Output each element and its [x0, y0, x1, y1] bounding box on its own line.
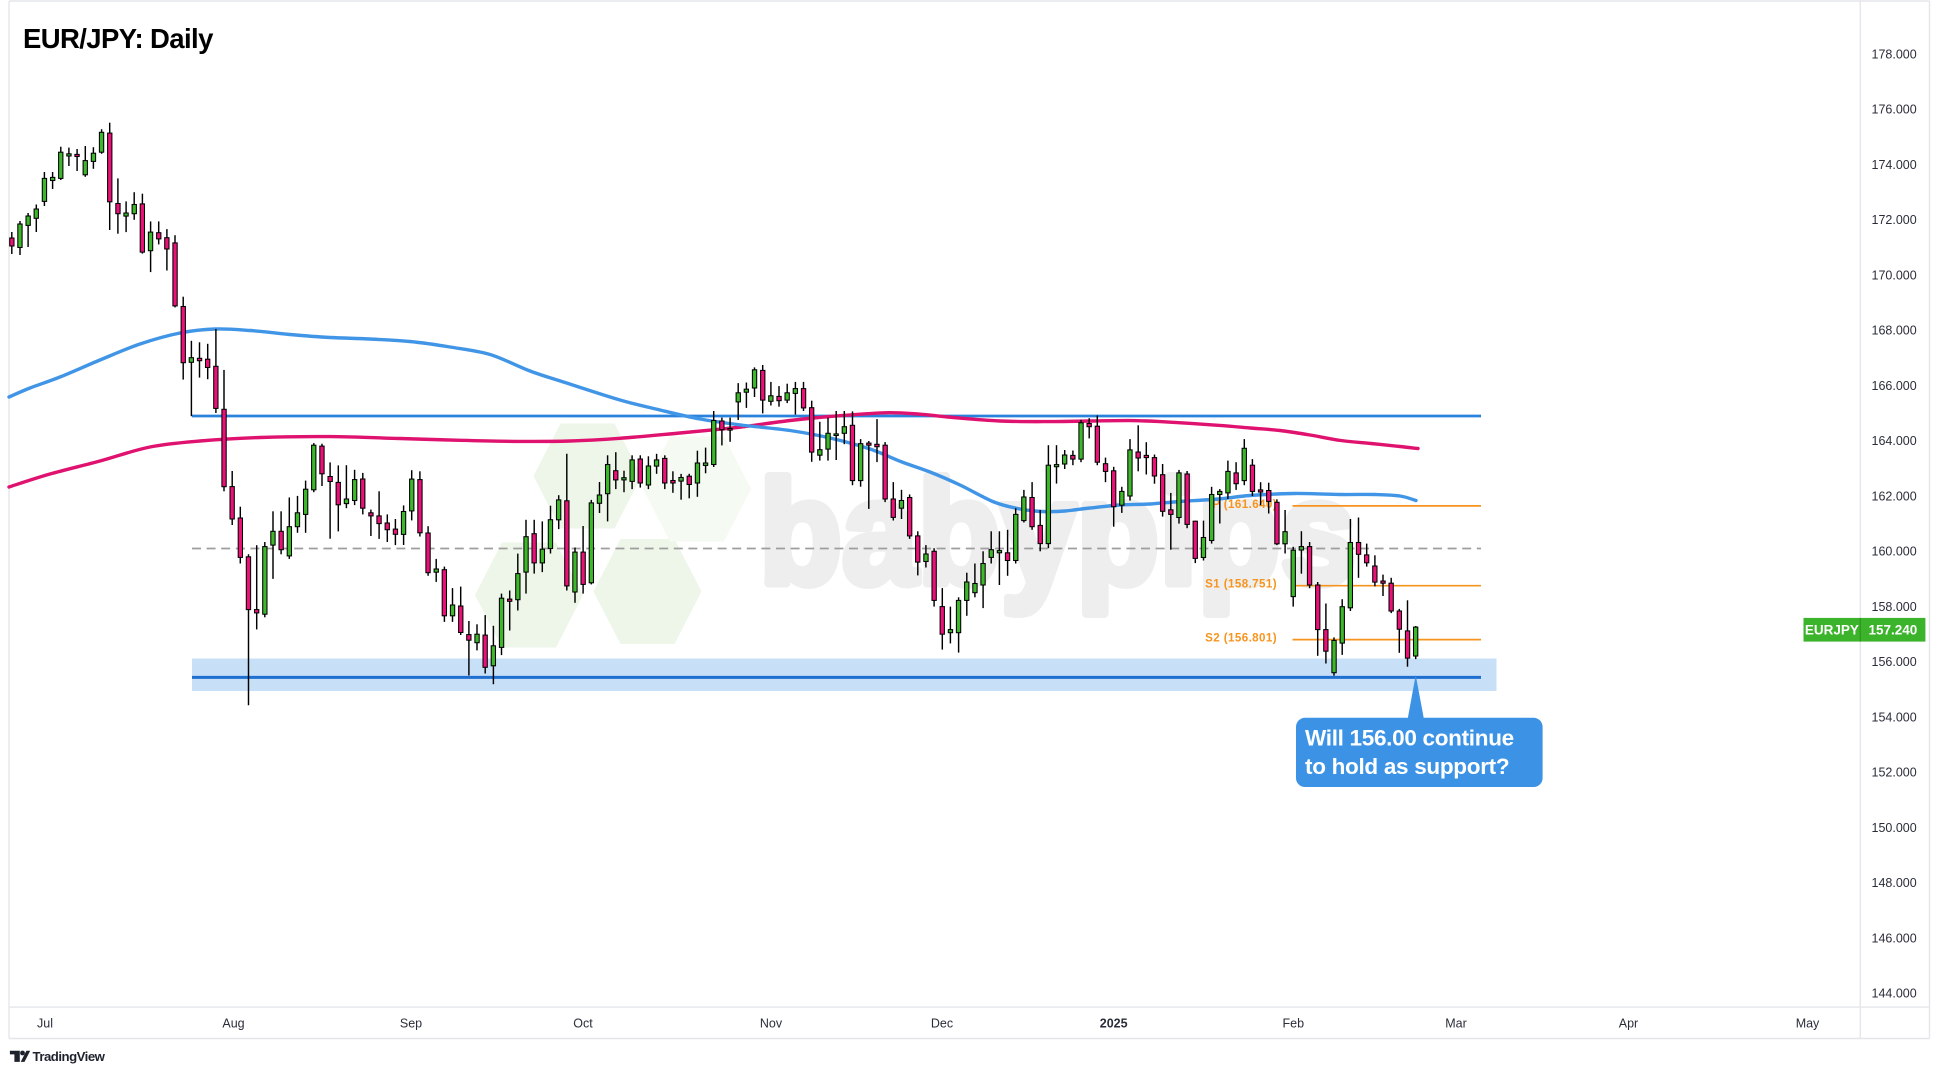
svg-text:Feb: Feb	[1283, 1017, 1305, 1031]
svg-text:144.000: 144.000	[1872, 987, 1917, 1001]
svg-text:TradingView: TradingView	[33, 1049, 106, 1064]
svg-text:S2 (156.801): S2 (156.801)	[1205, 632, 1277, 645]
svg-text:166.000: 166.000	[1872, 379, 1917, 393]
svg-text:154.000: 154.000	[1872, 710, 1917, 724]
svg-text:Nov: Nov	[760, 1017, 783, 1031]
svg-text:174.000: 174.000	[1872, 158, 1917, 172]
svg-text:162.000: 162.000	[1872, 489, 1917, 503]
svg-text:152.000: 152.000	[1872, 766, 1917, 780]
svg-text:EUR/JPY: Daily: EUR/JPY: Daily	[23, 23, 214, 54]
svg-text:164.000: 164.000	[1872, 434, 1917, 448]
svg-text:150.000: 150.000	[1872, 821, 1917, 835]
svg-text:Aug: Aug	[222, 1017, 244, 1031]
svg-text:168.000: 168.000	[1872, 324, 1917, 338]
svg-text:158.000: 158.000	[1872, 600, 1917, 614]
svg-text:178.000: 178.000	[1872, 47, 1917, 61]
svg-text:May: May	[1796, 1017, 1820, 1031]
svg-text:Jul: Jul	[37, 1017, 53, 1031]
svg-text:160.000: 160.000	[1872, 545, 1917, 559]
svg-text:176.000: 176.000	[1872, 103, 1917, 117]
svg-text:Sep: Sep	[400, 1017, 422, 1031]
svg-text:EURJPY: EURJPY	[1805, 622, 1859, 637]
svg-text:Apr: Apr	[1619, 1017, 1638, 1031]
svg-text:2025: 2025	[1100, 1017, 1128, 1031]
svg-text:157.240: 157.240	[1868, 622, 1917, 637]
svg-text:170.000: 170.000	[1872, 268, 1917, 282]
svg-text:Mar: Mar	[1445, 1017, 1467, 1031]
svg-text:146.000: 146.000	[1872, 931, 1917, 945]
svg-text:Dec: Dec	[931, 1017, 953, 1031]
svg-text:172.000: 172.000	[1872, 213, 1917, 227]
svg-text:to hold as support?: to hold as support?	[1305, 754, 1509, 779]
svg-text:148.000: 148.000	[1872, 876, 1917, 890]
svg-text:Oct: Oct	[573, 1017, 593, 1031]
svg-text:156.000: 156.000	[1872, 655, 1917, 669]
svg-text:S1 (158.751): S1 (158.751)	[1205, 578, 1277, 591]
svg-text:Will 156.00 continue: Will 156.00 continue	[1305, 726, 1514, 751]
